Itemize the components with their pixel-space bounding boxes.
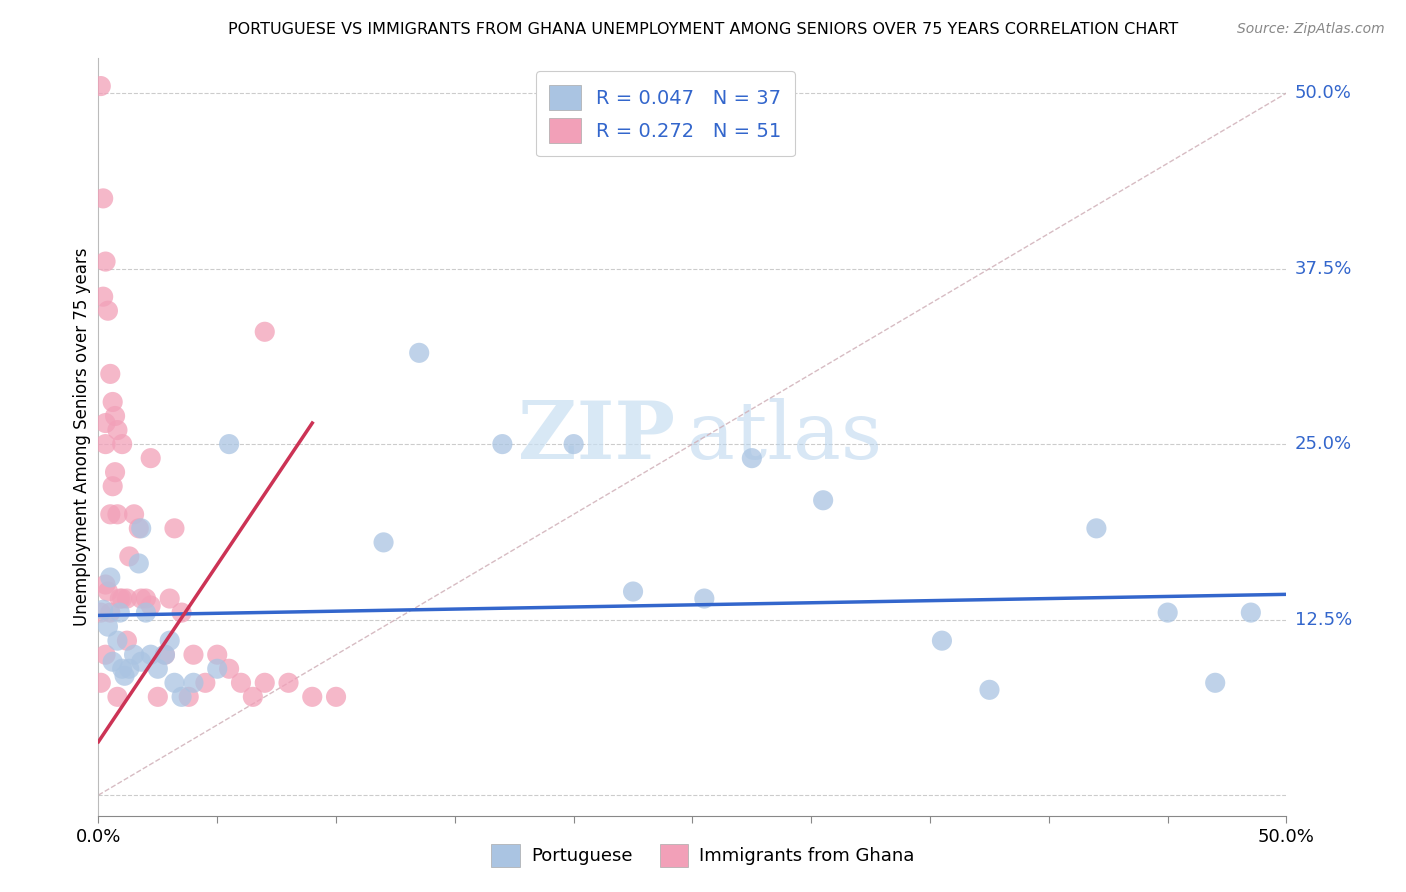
- Point: [135, 591, 157, 606]
- Point: [170, 690, 193, 704]
- Point: [139, 451, 162, 466]
- Point: [128, 557, 150, 571]
- Text: 12.5%: 12.5%: [1295, 611, 1353, 629]
- Point: [139, 599, 162, 613]
- Text: 50.0%: 50.0%: [1295, 84, 1351, 102]
- Point: [207, 662, 229, 676]
- Y-axis label: Unemployment Among Seniors over 75 years: Unemployment Among Seniors over 75 years: [73, 248, 91, 626]
- Point: [1204, 675, 1226, 690]
- Point: [139, 648, 162, 662]
- Point: [931, 633, 953, 648]
- Point: [177, 690, 200, 704]
- Point: [491, 437, 513, 451]
- Point: [207, 648, 229, 662]
- Point: [183, 675, 205, 690]
- Point: [1156, 606, 1178, 620]
- Point: [107, 690, 129, 704]
- Point: [129, 591, 152, 606]
- Point: [146, 690, 169, 704]
- Point: [741, 451, 763, 466]
- Point: [115, 591, 138, 606]
- Text: Source: ZipAtlas.com: Source: ZipAtlas.com: [1237, 22, 1385, 37]
- Point: [159, 591, 181, 606]
- Point: [128, 521, 150, 535]
- Point: [242, 690, 264, 704]
- Text: PORTUGUESE VS IMMIGRANTS FROM GHANA UNEMPLOYMENT AMONG SENIORS OVER 75 YEARS COR: PORTUGUESE VS IMMIGRANTS FROM GHANA UNEM…: [228, 22, 1178, 37]
- Point: [811, 493, 834, 508]
- Point: [253, 325, 276, 339]
- Point: [277, 675, 299, 690]
- Point: [91, 191, 114, 205]
- Point: [98, 570, 121, 584]
- Text: 25.0%: 25.0%: [1295, 435, 1353, 453]
- Point: [129, 655, 152, 669]
- Point: [97, 620, 120, 634]
- Point: [159, 633, 181, 648]
- Point: [111, 662, 134, 676]
- Point: [97, 303, 120, 318]
- Point: [104, 465, 127, 479]
- Point: [111, 437, 134, 451]
- Point: [90, 78, 112, 93]
- Point: [218, 662, 240, 676]
- Legend: R = 0.047   N = 37, R = 0.272   N = 51: R = 0.047 N = 37, R = 0.272 N = 51: [536, 71, 794, 156]
- Point: [108, 591, 131, 606]
- Point: [101, 655, 124, 669]
- Point: [115, 633, 138, 648]
- Point: [101, 395, 124, 409]
- Point: [153, 648, 176, 662]
- Point: [94, 416, 117, 430]
- Point: [122, 648, 145, 662]
- Point: [107, 423, 129, 437]
- Point: [98, 606, 121, 620]
- Point: [90, 675, 112, 690]
- Point: [107, 633, 129, 648]
- Point: [194, 675, 217, 690]
- Point: [301, 690, 323, 704]
- Point: [153, 648, 176, 662]
- Point: [218, 437, 240, 451]
- Point: [621, 584, 644, 599]
- Text: ZIP: ZIP: [517, 398, 675, 476]
- Point: [183, 648, 205, 662]
- Point: [118, 549, 141, 564]
- Point: [129, 521, 152, 535]
- Point: [98, 367, 121, 381]
- Point: [1085, 521, 1108, 535]
- Point: [104, 409, 127, 423]
- Point: [253, 675, 276, 690]
- Point: [118, 662, 141, 676]
- Point: [94, 254, 117, 268]
- Point: [90, 606, 112, 620]
- Point: [325, 690, 347, 704]
- Point: [979, 682, 1001, 697]
- Point: [94, 577, 117, 591]
- Point: [163, 675, 186, 690]
- Point: [107, 508, 129, 522]
- Point: [101, 479, 124, 493]
- Text: 37.5%: 37.5%: [1295, 260, 1353, 277]
- Point: [91, 603, 114, 617]
- Point: [108, 606, 131, 620]
- Point: [146, 662, 169, 676]
- Point: [170, 606, 193, 620]
- Point: [122, 508, 145, 522]
- Point: [111, 591, 134, 606]
- Point: [1240, 606, 1263, 620]
- Point: [114, 669, 136, 683]
- Legend: Portuguese, Immigrants from Ghana: Portuguese, Immigrants from Ghana: [484, 837, 922, 874]
- Point: [91, 290, 114, 304]
- Point: [135, 606, 157, 620]
- Point: [94, 648, 117, 662]
- Point: [98, 508, 121, 522]
- Point: [693, 591, 716, 606]
- Point: [97, 584, 120, 599]
- Point: [229, 675, 252, 690]
- Point: [163, 521, 186, 535]
- Point: [408, 346, 430, 360]
- Point: [373, 535, 395, 549]
- Point: [562, 437, 585, 451]
- Text: atlas: atlas: [686, 398, 882, 476]
- Point: [94, 437, 117, 451]
